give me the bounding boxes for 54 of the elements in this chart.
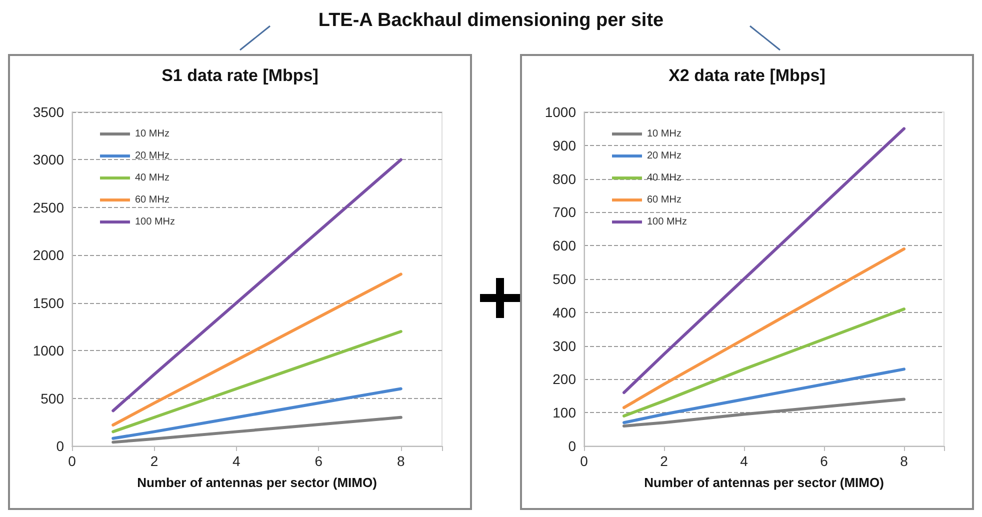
- chart-title: X2 data rate [Mbps]: [668, 66, 826, 85]
- y-tick-label: 500: [552, 271, 576, 287]
- legend-label: 20 MHz: [647, 150, 682, 162]
- x-tick-label: 6: [314, 453, 323, 469]
- y-tick-label: 1500: [32, 294, 64, 311]
- line-series: [622, 398, 906, 428]
- x-tick-label: 8: [900, 453, 908, 469]
- chart-title: S1 data rate [Mbps]: [162, 66, 318, 85]
- line-series: [112, 416, 402, 444]
- y-tick-label: 600: [552, 238, 576, 254]
- y-tick-label: 0: [568, 438, 576, 454]
- x-tick-label: 0: [580, 453, 588, 469]
- y-tick-label: 300: [552, 338, 576, 354]
- legend-label: 100 MHz: [647, 216, 688, 228]
- legend-label: 40 MHz: [647, 172, 682, 184]
- x-tick-label: 2: [150, 453, 158, 469]
- y-tick-label: 3000: [32, 152, 64, 168]
- line-series: [622, 247, 906, 410]
- text: LTE-A Backhaul dimensioning per site: [317, 10, 665, 32]
- y-tick-label: 2000: [32, 247, 64, 264]
- legend-label: 60 MHz: [135, 194, 170, 206]
- x-tick-label: 6: [820, 453, 828, 469]
- x-tick-label: 4: [740, 453, 748, 469]
- y-tick-label: 3500: [32, 104, 64, 120]
- legend-label: 10 MHz: [647, 128, 682, 140]
- y-tick-label: 800: [552, 170, 576, 187]
- y-tick-label: 200: [552, 371, 576, 388]
- y-tick-label: 900: [552, 137, 576, 154]
- x-tick-label: 0: [68, 453, 76, 469]
- y-tick-label: 700: [552, 204, 576, 220]
- line-series: [622, 368, 906, 424]
- y-tick-label: 1000: [32, 342, 64, 359]
- y-tick-label: 2500: [32, 199, 64, 216]
- y-tick-label: 500: [40, 390, 64, 406]
- legend-label: 40 MHz: [135, 172, 170, 184]
- y-tick-label: 1000: [544, 104, 576, 120]
- x-tick-label: 4: [232, 453, 241, 469]
- y-tick-label: 0: [56, 438, 64, 454]
- x-axis-title: Number of antennas per sector (MIMO): [137, 475, 377, 490]
- y-tick-label: 100: [552, 404, 576, 421]
- line-series: [112, 272, 402, 427]
- legend-label: 20 MHz: [135, 150, 170, 162]
- legend-label: 100 MHz: [135, 216, 176, 228]
- x-tick-label: 8: [396, 453, 405, 469]
- y-tick-label: 400: [552, 304, 576, 320]
- line-series: [112, 330, 402, 434]
- legend-label: 10 MHz: [135, 128, 170, 140]
- line-series: [112, 158, 402, 412]
- legend-label: 60 MHz: [647, 194, 682, 206]
- x-tick-label: 2: [660, 453, 668, 469]
- line-series: [622, 308, 906, 418]
- line-series: [622, 127, 906, 394]
- x-axis-title: Number of antennas per sector (MIMO): [644, 475, 884, 490]
- line-series: [112, 387, 402, 440]
